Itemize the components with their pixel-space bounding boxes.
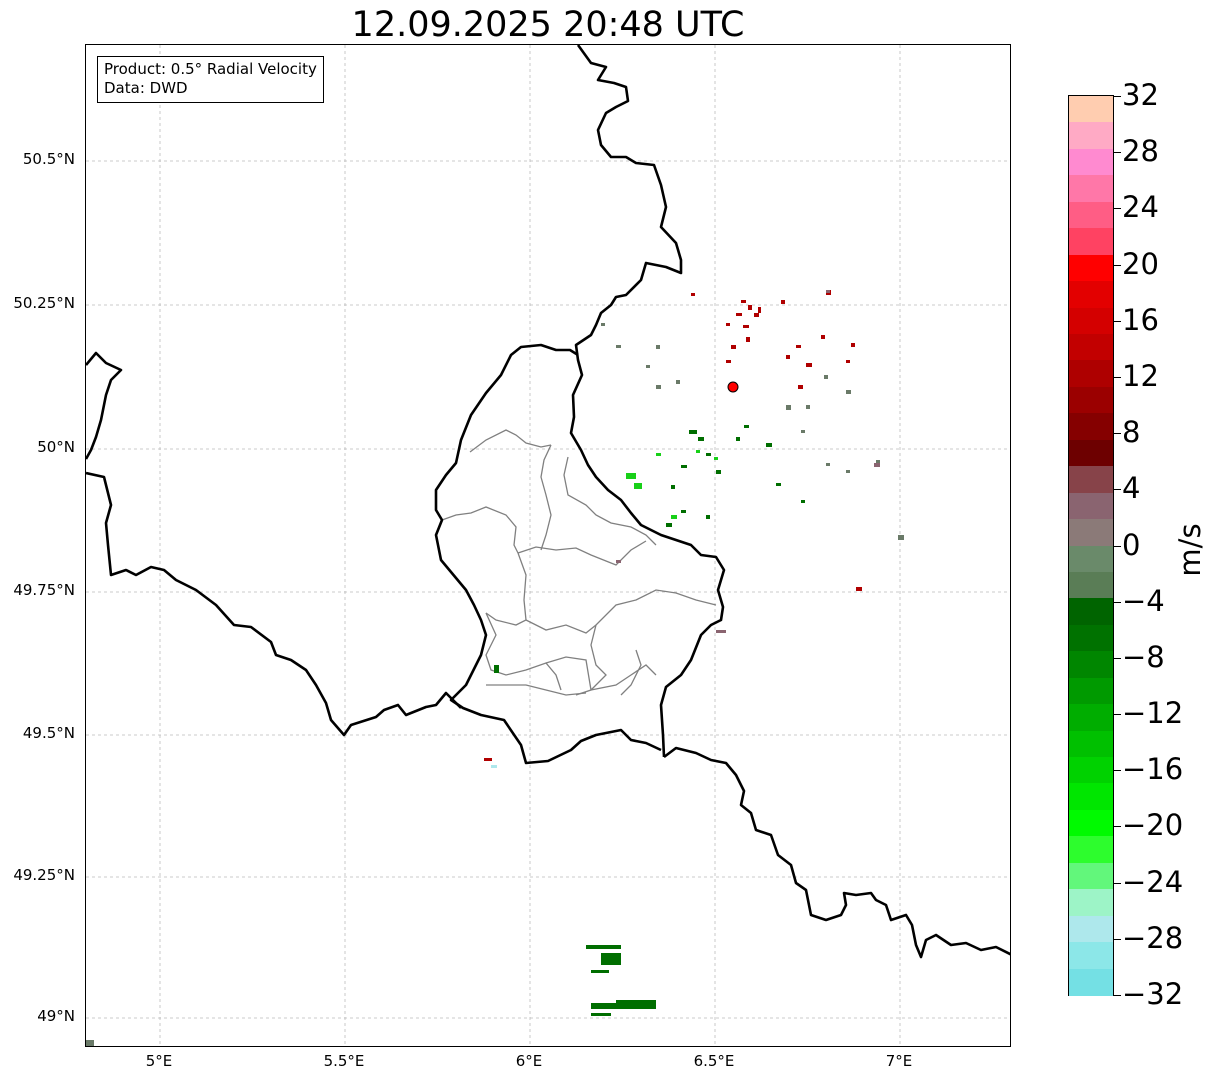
colorbar-tick-mark xyxy=(1114,96,1121,97)
colorbar-tick-mark xyxy=(1114,601,1121,603)
colorbar-tick-label: −28 xyxy=(1122,920,1184,955)
lat-tick-label: 50.25°N xyxy=(13,294,75,312)
colorbar-tick-mark xyxy=(1114,657,1121,659)
lon-tick-label: 5.5°E xyxy=(323,1052,365,1070)
colorbar-tick-label: 0 xyxy=(1122,527,1141,562)
lat-tick-label: 50.5°N xyxy=(22,150,75,168)
colorbar-tick-label: −12 xyxy=(1122,696,1184,731)
colorbar-segment xyxy=(1069,598,1113,626)
colorbar-segment xyxy=(1069,492,1113,520)
colorbar-tick-label: 12 xyxy=(1122,358,1159,393)
colorbar-segment xyxy=(1069,360,1113,388)
colorbar-tick-label: −20 xyxy=(1122,808,1184,843)
colorbar-segment xyxy=(1069,386,1113,414)
lon-tick-label: 5°E xyxy=(145,1052,173,1070)
colorbar-segment xyxy=(1069,968,1113,996)
map-plot-area[interactable] xyxy=(85,44,1011,1047)
colorbar-tick-label: −32 xyxy=(1122,977,1184,1011)
colorbar-tick-mark xyxy=(1114,545,1121,547)
colorbar-segment xyxy=(1069,545,1113,573)
radar-site-marker[interactable] xyxy=(727,381,739,393)
colorbar-segment xyxy=(1069,413,1113,441)
lat-tick-label: 49.25°N xyxy=(13,866,75,884)
colorbar-unit-label: m/s xyxy=(1173,523,1207,577)
colorbar-tick-mark xyxy=(1114,489,1121,491)
colorbar-segment xyxy=(1069,624,1113,652)
colorbar-tick-label: 24 xyxy=(1122,190,1159,225)
colorbar-segment xyxy=(1069,466,1113,494)
colorbar-tick-mark xyxy=(1114,376,1121,378)
colorbar-segment xyxy=(1069,333,1113,361)
lat-tick-label: 49°N xyxy=(37,1007,75,1025)
colorbar-tick-mark xyxy=(1114,208,1121,210)
colorbar-tick-label: 8 xyxy=(1122,415,1141,450)
colorbar-tick-label: 28 xyxy=(1122,134,1159,169)
data-source-label: Data: DWD xyxy=(104,79,188,97)
colorbar-tick-label: −8 xyxy=(1122,639,1165,674)
colorbar-segment xyxy=(1069,704,1113,732)
colorbar-segment xyxy=(1069,96,1113,124)
map-title: 12.09.2025 20:48 UTC xyxy=(351,5,745,45)
colorbar-segment xyxy=(1069,862,1113,890)
colorbar-tick-mark xyxy=(1114,320,1121,322)
colorbar-segment xyxy=(1069,175,1113,203)
velocity-colorbar xyxy=(1068,95,1114,996)
colorbar-tick-label: −4 xyxy=(1122,583,1165,618)
product-label: Product: 0.5° Radial Velocity xyxy=(104,60,317,78)
colorbar-segment xyxy=(1069,942,1113,970)
colorbar-segment xyxy=(1069,122,1113,150)
colorbar-tick-mark xyxy=(1114,714,1121,716)
colorbar-tick-mark xyxy=(1114,826,1121,828)
colorbar-segment xyxy=(1069,809,1113,837)
colorbar-segment xyxy=(1069,730,1113,758)
colorbar-segment xyxy=(1069,571,1113,599)
colorbar-segment xyxy=(1069,783,1113,811)
colorbar-segment xyxy=(1069,228,1113,256)
colorbar-segment xyxy=(1069,889,1113,917)
colorbar-segment xyxy=(1069,254,1113,282)
colorbar-segment xyxy=(1069,307,1113,335)
colorbar-segment xyxy=(1069,651,1113,679)
lat-tick-label: 50°N xyxy=(37,438,75,456)
colorbar-segment xyxy=(1069,757,1113,785)
colorbar-tick-mark xyxy=(1114,882,1121,884)
canton-borders xyxy=(441,429,717,696)
colorbar-tick-mark xyxy=(1114,938,1121,940)
colorbar-segment xyxy=(1069,915,1113,943)
product-info-box: Product: 0.5° Radial Velocity Data: DWD xyxy=(97,56,324,103)
colorbar-tick-mark xyxy=(1114,433,1121,435)
colorbar-segment xyxy=(1069,519,1113,547)
colorbar-segment xyxy=(1069,281,1113,309)
colorbar-tick-mark xyxy=(1114,152,1121,154)
colorbar-tick-label: −24 xyxy=(1122,864,1184,899)
colorbar-tick-label: 32 xyxy=(1122,78,1159,112)
lat-tick-label: 49.5°N xyxy=(22,724,75,742)
colorbar-segment xyxy=(1069,439,1113,467)
national-borders xyxy=(86,45,1010,959)
colorbar-tick-label: −16 xyxy=(1122,752,1184,787)
colorbar-segment xyxy=(1069,201,1113,229)
colorbar-tick-mark xyxy=(1114,770,1121,772)
colorbar-tick-label: 16 xyxy=(1122,302,1159,337)
lat-tick-label: 49.75°N xyxy=(13,581,75,599)
colorbar-tick-mark xyxy=(1114,995,1121,996)
lon-tick-label: 6.5°E xyxy=(693,1052,735,1070)
lon-tick-label: 7°E xyxy=(885,1052,913,1070)
colorbar-tick-label: 20 xyxy=(1122,246,1159,281)
radar-echoes xyxy=(86,290,904,1046)
colorbar-segment xyxy=(1069,836,1113,864)
colorbar-segment xyxy=(1069,677,1113,705)
colorbar-tick-mark xyxy=(1114,264,1121,266)
colorbar-segment xyxy=(1069,148,1113,176)
colorbar-tick-label: 4 xyxy=(1122,471,1141,506)
lon-tick-label: 6°E xyxy=(515,1052,543,1070)
map-canvas[interactable] xyxy=(86,45,1011,1047)
